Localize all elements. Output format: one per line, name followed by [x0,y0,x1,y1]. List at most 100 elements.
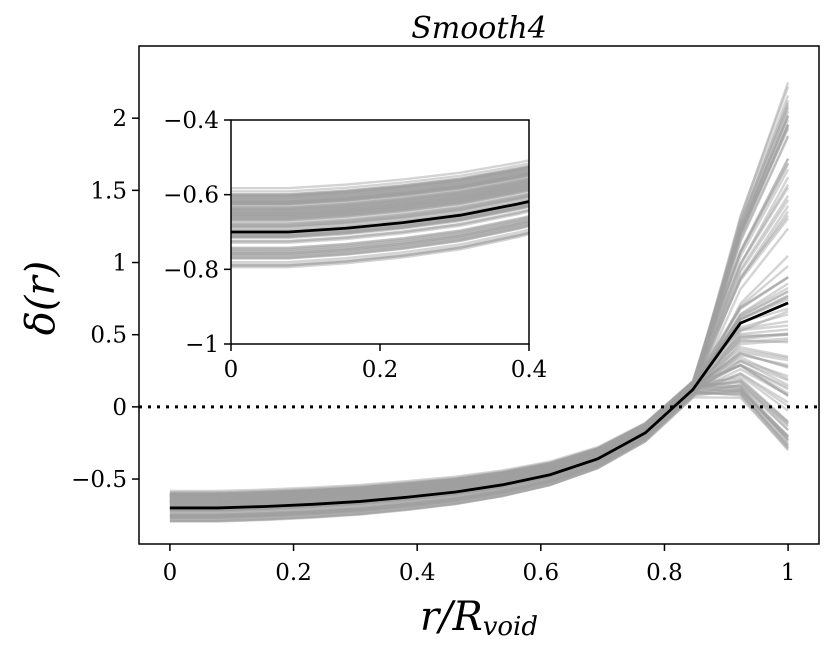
inset-profile-line [230,209,530,243]
profile-line [169,135,790,499]
inset-profile-line [230,187,530,220]
profile-line [169,127,790,495]
inset-profile-line [230,166,530,198]
inset-profile-line [230,188,530,222]
y-tick-label: 2 [112,106,127,132]
profile-line [169,298,789,503]
profile-line [169,168,790,497]
main-plot-frame [138,45,820,545]
y-tick-label: 0.5 [90,323,127,349]
inset-profile-line [230,194,530,228]
profile-line [169,115,790,498]
inset-profile-line [230,208,530,243]
profile-line [169,195,790,504]
inset-profile-line [230,166,530,198]
inset-profile-line [230,178,530,211]
x-tick-label: 0.4 [399,560,436,586]
inset-profile-line [230,187,530,220]
profile-line [169,364,789,497]
profile-line [169,275,789,497]
inset-profile-line [230,216,530,251]
profile-line [169,383,789,520]
inset-plot: 0 0.2 0.4 −1 −0.8 −0.6 −0.4 [163,108,547,383]
profile-line [169,324,789,493]
inset-profile-line [230,185,530,218]
x-tick-label: 0.2 [275,560,312,586]
inset-profile-line [230,179,530,212]
profile-line [169,391,789,518]
inset-profile-line [230,182,530,215]
profile-line [169,255,789,523]
inset-profile-line [230,222,530,257]
profile-line [169,380,789,501]
y-axis-label: δ(r) [18,261,64,335]
profile-line [169,276,789,494]
profile-line [169,186,790,502]
profile-line [169,364,789,496]
y-tick-label: 1 [112,251,127,277]
inset-profile-line [230,202,530,236]
profile-line [169,386,790,497]
profile-line [169,214,790,496]
profile-line [169,205,790,516]
inset-profile-line [230,220,530,255]
profile-line [169,307,789,496]
inset-profile-line [230,202,530,236]
profile-line [169,380,789,495]
profile-line [169,339,789,519]
inset-profile-line [230,177,530,210]
x-axis-ticks: 0 0.2 0.4 0.6 0.8 1 [163,544,795,586]
inset-profile-line [230,173,530,205]
main-plot: 0 0.2 0.4 0.6 0.8 1 −0.5 0 0.5 1 1.5 2 [71,45,820,586]
inset-profile-line [230,175,530,207]
profile-line [169,389,789,518]
profile-line [169,396,789,523]
profile-line [169,123,790,506]
inset-profile-line [230,217,530,252]
profile-line [169,286,789,501]
inset-profile-line [230,230,530,266]
inset-profile-line [230,180,530,213]
profile-line [169,333,789,498]
inset-profile-line [230,195,530,229]
inset-profile-line [230,177,530,209]
inset-profile-line [230,221,530,257]
profile-line [169,384,789,498]
profile-line [169,379,789,501]
inset-profile-line [230,184,530,217]
inset-profile-line [230,168,530,200]
inset-profile-line [230,184,530,217]
inset-profile-line [230,224,530,260]
profile-line [169,363,789,499]
inset-profile-line [230,220,530,255]
profile-line [169,310,789,522]
inset-profile-line [230,197,530,231]
inset-profile-line [230,162,530,193]
inset-profile-line [230,193,530,226]
inset-profile-line [230,184,530,216]
inset-profile-line [230,225,530,260]
inset-profile-line [230,210,530,244]
profile-line [169,356,789,498]
inset-x-tick-label: 0.4 [511,357,548,383]
inset-profile-line [230,215,530,250]
inset-profile-line [230,182,530,215]
profile-line [169,162,790,495]
inset-profile-line [230,223,530,258]
profile-line [169,115,790,496]
inset-profile-line [230,172,530,204]
y-axis-ticks: −0.5 0 0.5 1 1.5 2 [71,106,139,493]
profile-line [169,199,790,507]
inset-profile-line [230,164,530,196]
inset-profile-line [230,165,530,196]
inset-profile-line [230,183,530,216]
inset-profile-line [230,166,530,198]
profile-line [169,345,789,502]
inset-profile-line [230,231,530,267]
profile-line [169,105,790,505]
profile-line [169,376,789,500]
profile-line [169,332,789,500]
inset-profile-line [230,181,530,214]
inset-profile-line [230,204,530,239]
inset-profile-line [230,173,530,205]
